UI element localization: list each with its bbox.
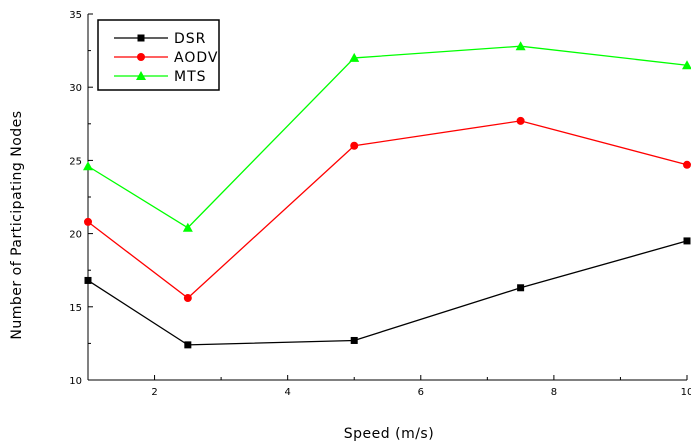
legend-label-mts: MTS xyxy=(174,69,207,85)
x-axis-title: Speed (m/s) xyxy=(344,426,434,442)
data-point-aodv xyxy=(683,160,691,169)
data-point-aodv xyxy=(350,141,359,150)
legend-marker-dsr xyxy=(137,34,145,42)
legend-box xyxy=(97,19,220,91)
y-tick-label: 10 xyxy=(69,376,82,387)
data-point-dsr xyxy=(517,284,525,292)
legend-label-dsr: DSR xyxy=(174,31,206,47)
legend-label-aodv: AODV xyxy=(174,50,218,66)
data-point-mts xyxy=(349,52,360,62)
legend-marker-mts xyxy=(136,71,146,80)
series-line-aodv xyxy=(87,120,688,299)
y-tick-label: 20 xyxy=(69,230,82,241)
data-point-aodv xyxy=(183,294,192,303)
x-tick-label: 6 xyxy=(418,387,424,398)
data-point-aodv xyxy=(516,116,525,125)
axis-ticks: 10 15 20 25 30 35 2 4 6 8 10 xyxy=(69,10,691,398)
y-axis-title: Number of Participating Nodes xyxy=(9,110,25,339)
x-tick-label: 8 xyxy=(551,387,557,398)
data-point-dsr xyxy=(683,237,691,245)
data-point-mts xyxy=(515,41,526,51)
data-point-mts xyxy=(682,60,691,70)
series-mts xyxy=(83,41,691,232)
series-aodv xyxy=(84,116,691,303)
series-dsr xyxy=(84,237,691,349)
y-tick-label: 25 xyxy=(69,156,82,167)
legend: DSR AODV MTS xyxy=(97,19,220,91)
series-line-dsr xyxy=(87,240,688,346)
data-point-aodv xyxy=(84,217,92,226)
y-tick-label: 30 xyxy=(69,83,82,94)
y-tick-label: 35 xyxy=(69,10,82,21)
data-point-dsr xyxy=(184,341,192,349)
data-point-dsr xyxy=(350,336,358,344)
y-tick-label: 15 xyxy=(69,303,82,314)
x-tick-label: 2 xyxy=(151,387,157,398)
x-tick-label: 4 xyxy=(284,387,290,398)
plot-area xyxy=(83,41,691,349)
x-tick-label: 10 xyxy=(681,387,691,398)
data-point-dsr xyxy=(84,276,92,284)
legend-marker-aodv xyxy=(137,53,145,61)
data-point-mts xyxy=(83,161,93,171)
data-point-mts xyxy=(182,222,193,232)
